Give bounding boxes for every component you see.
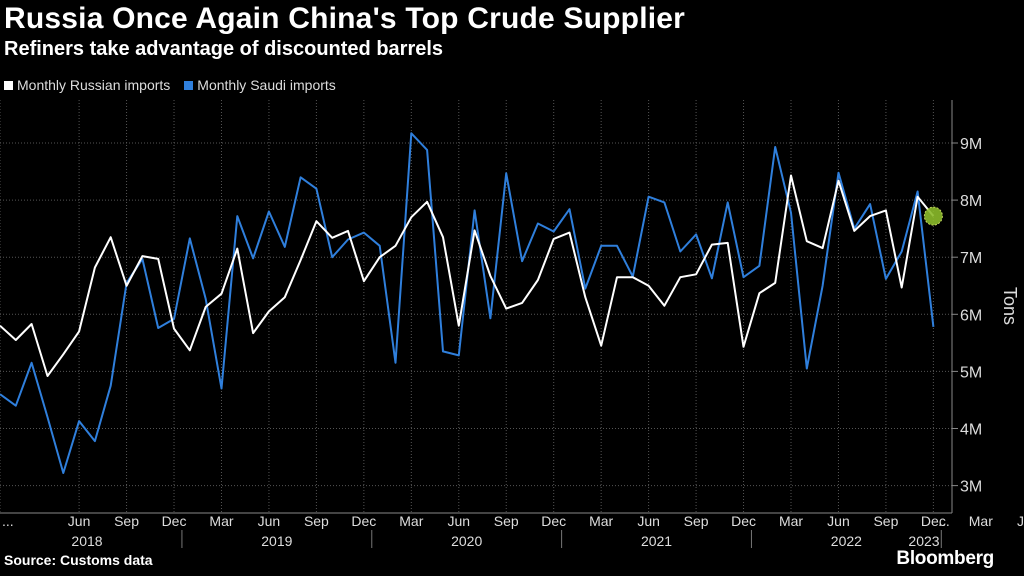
y-tick-label-5: 8M	[960, 193, 982, 210]
series-line-russia	[0, 174, 935, 377]
year-label-2022: 2022	[831, 533, 862, 549]
x-tick-label-19: Dec	[921, 513, 946, 529]
source-note: Source: Customs data	[4, 552, 153, 568]
x-tick-label-2: Sep	[114, 513, 139, 529]
legend-swatch-russia	[4, 80, 13, 90]
x-tick-label-13: Jun	[637, 513, 660, 529]
chart-title: Russia Once Again China's Top Crude Supp…	[4, 2, 686, 35]
x-tick-label-24: ...	[938, 513, 950, 529]
x-tick-label-5: Jun	[258, 513, 281, 529]
chart-subtitle: Refiners take advantage of discounted ba…	[4, 38, 444, 60]
x-tick-label-4: Mar	[209, 513, 233, 529]
x-tick-label-10: Sep	[494, 513, 519, 529]
y-tick-label-0: 3M	[960, 479, 982, 496]
legend: Monthly Russian imports Monthly Saudi im…	[4, 77, 336, 93]
x-tick-label-12: Mar	[589, 513, 613, 529]
x-tick-label-8: Mar	[399, 513, 423, 529]
y-axis-title: Tons	[1000, 287, 1020, 325]
x-tick-label-9: Jun	[447, 513, 470, 529]
year-label-2020: 2020	[451, 533, 482, 549]
legend-item-russia: Monthly Russian imports	[4, 77, 170, 93]
highlight-point-russia	[923, 206, 943, 226]
legend-swatch-saudi	[184, 80, 194, 90]
y-tick-label-1: 4M	[960, 422, 982, 439]
year-label-2021: 2021	[641, 533, 672, 549]
x-tick-label-21: Jun	[1017, 513, 1024, 529]
x-tick-label-3: Dec	[162, 513, 187, 529]
y-tick-label-2: 5M	[960, 364, 982, 381]
legend-label-russia: Monthly Russian imports	[17, 77, 171, 93]
legend-item-saudi: Monthly Saudi imports	[184, 77, 336, 93]
year-label-2019: 2019	[261, 533, 292, 549]
y-tick-label-6: 9M	[960, 136, 982, 153]
x-tick-label-15: Dec	[731, 513, 756, 529]
x-tick-label-17: Jun	[827, 513, 850, 529]
x-tick-label-7: Dec	[351, 513, 376, 529]
year-label-2023: 2023	[908, 533, 939, 549]
x-tick-label-6: Sep	[304, 513, 329, 529]
x-tick-label-20: Mar	[969, 513, 993, 529]
year-label-2018: 2018	[71, 533, 102, 549]
x-tick-label-14: Sep	[684, 513, 709, 529]
x-tick-label-16: Mar	[779, 513, 803, 529]
x-tick-label-0: ...	[2, 513, 14, 529]
y-tick-label-4: 7M	[960, 250, 982, 267]
x-tick-label-1: Jun	[68, 513, 91, 529]
y-tick-label-3: 6M	[960, 307, 982, 324]
x-tick-label-11: Dec	[541, 513, 566, 529]
bloomberg-logo: Bloomberg	[896, 548, 994, 569]
legend-label-saudi: Monthly Saudi imports	[197, 77, 336, 93]
x-tick-label-18: Sep	[873, 513, 898, 529]
